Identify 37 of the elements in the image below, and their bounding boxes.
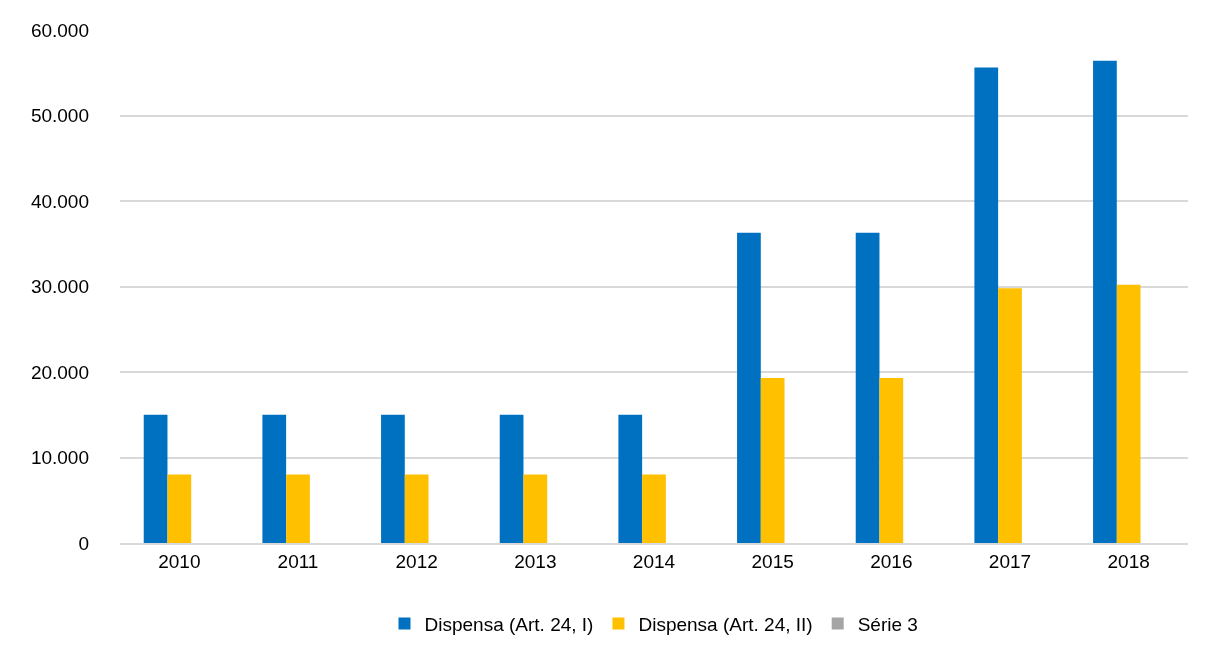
bar: [523, 474, 548, 543]
bar: [974, 67, 999, 543]
y-tick-label: 0: [78, 532, 89, 554]
x-tick-label: 2012: [395, 550, 438, 572]
legend-label: Série 3: [857, 613, 918, 635]
bar: [760, 377, 785, 543]
bar: [262, 414, 287, 543]
y-tick-label: 40.000: [30, 190, 89, 212]
bar: [404, 474, 429, 543]
bar: [1116, 284, 1141, 543]
x-tick-label: 2011: [277, 550, 319, 572]
bar: [499, 414, 524, 543]
bar: [737, 232, 761, 543]
x-tick-label: 2018: [1107, 550, 1150, 572]
x-tick-label: 2014: [632, 550, 676, 572]
bar: [1093, 60, 1117, 543]
bar: [167, 474, 192, 543]
bar: [618, 414, 643, 543]
y-tick-label: 20.000: [30, 361, 89, 383]
x-tick-label: 2013: [514, 550, 557, 572]
bar: [143, 414, 168, 543]
legend-label: Dispensa (Art. 24, II): [638, 613, 813, 635]
x-tick-label: 2017: [988, 550, 1032, 572]
x-tick-label: 2015: [751, 550, 794, 572]
x-tick-label: 2016: [870, 550, 913, 572]
bar: [642, 474, 666, 543]
x-tick-label: 2010: [158, 550, 201, 572]
y-tick-label: 60.000: [30, 19, 89, 41]
bar: [879, 377, 904, 543]
y-tick-label: 50.000: [30, 105, 89, 127]
bar: [381, 414, 405, 543]
bar: [286, 474, 310, 543]
bar: [998, 288, 1022, 543]
bar: [855, 232, 880, 543]
y-tick-label: 10.000: [30, 447, 89, 469]
y-tick-label: 30.000: [30, 276, 89, 298]
legend-label: Dispensa (Art. 24, I): [424, 613, 594, 635]
